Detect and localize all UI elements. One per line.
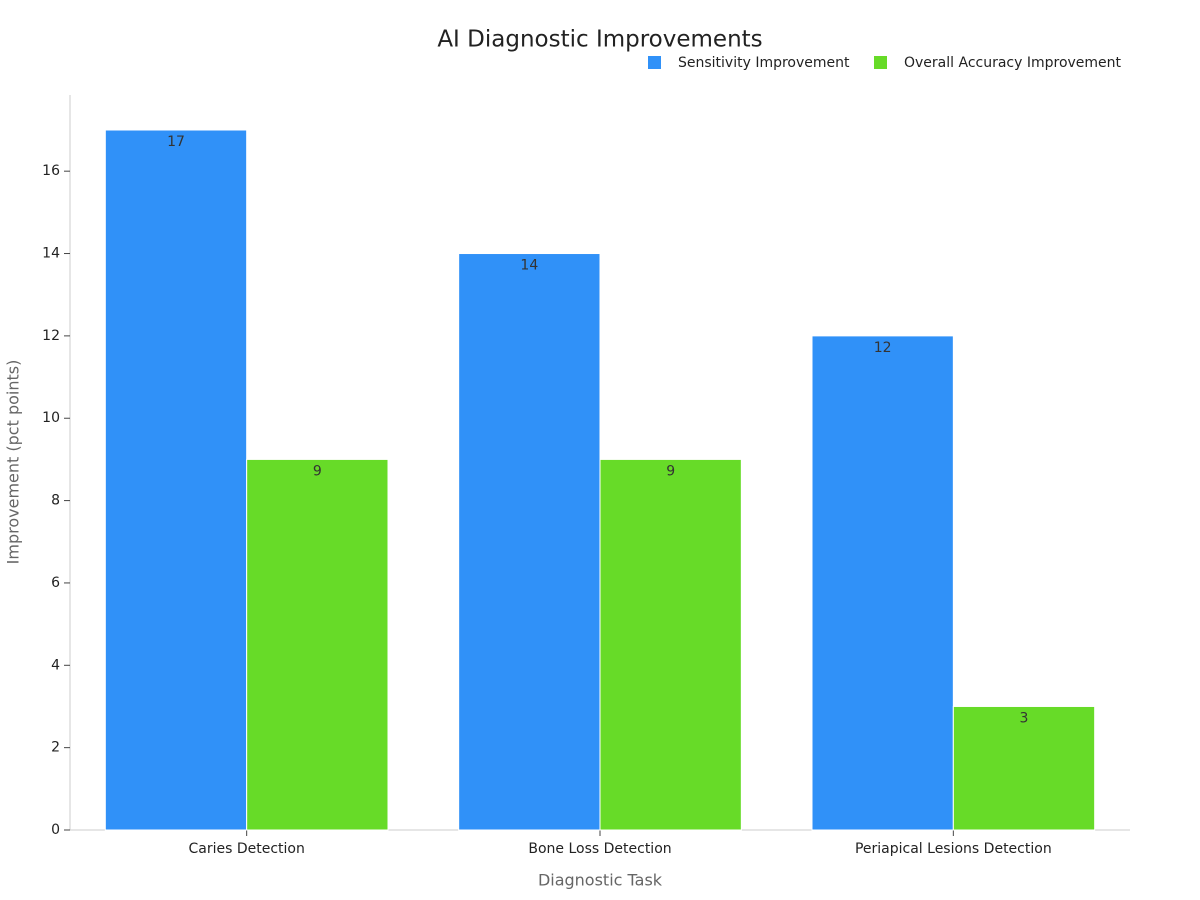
bar [246, 458, 389, 831]
data-label: 9 [666, 463, 675, 479]
bar [952, 705, 1096, 831]
chart-title: AI Diagnostic Improvements [437, 27, 762, 53]
y-tick-label: 6 [51, 575, 60, 591]
y-tick-label: 16 [42, 163, 60, 179]
data-label: 12 [874, 340, 892, 356]
y-tick-label: 8 [51, 493, 60, 509]
legend-label: Sensitivity Improvement [678, 55, 850, 71]
y-axis-label: Improvement (pct points) [4, 360, 23, 565]
legend-label: Overall Accuracy Improvement [904, 55, 1122, 71]
y-tick-label: 4 [51, 657, 60, 673]
bar [811, 335, 954, 831]
x-axis-label: Diagnostic Task [538, 871, 663, 890]
y-tick-label: 14 [42, 246, 60, 262]
bar [104, 129, 248, 831]
y-tick-label: 0 [51, 822, 60, 838]
bar [599, 458, 742, 831]
y-tick-label: 2 [51, 740, 60, 756]
data-label: 9 [313, 463, 322, 479]
legend-swatch [874, 56, 887, 69]
x-tick-label: Bone Loss Detection [528, 841, 671, 857]
x-tick-label: Caries Detection [188, 841, 304, 857]
y-tick-label: 12 [42, 328, 60, 344]
legend-swatch [648, 56, 661, 69]
data-label: 17 [167, 134, 185, 150]
data-label: 14 [520, 258, 538, 274]
y-tick-label: 10 [42, 410, 60, 426]
data-label: 3 [1020, 710, 1029, 726]
x-tick-label: Periapical Lesions Detection [855, 841, 1052, 857]
bar [458, 253, 601, 831]
